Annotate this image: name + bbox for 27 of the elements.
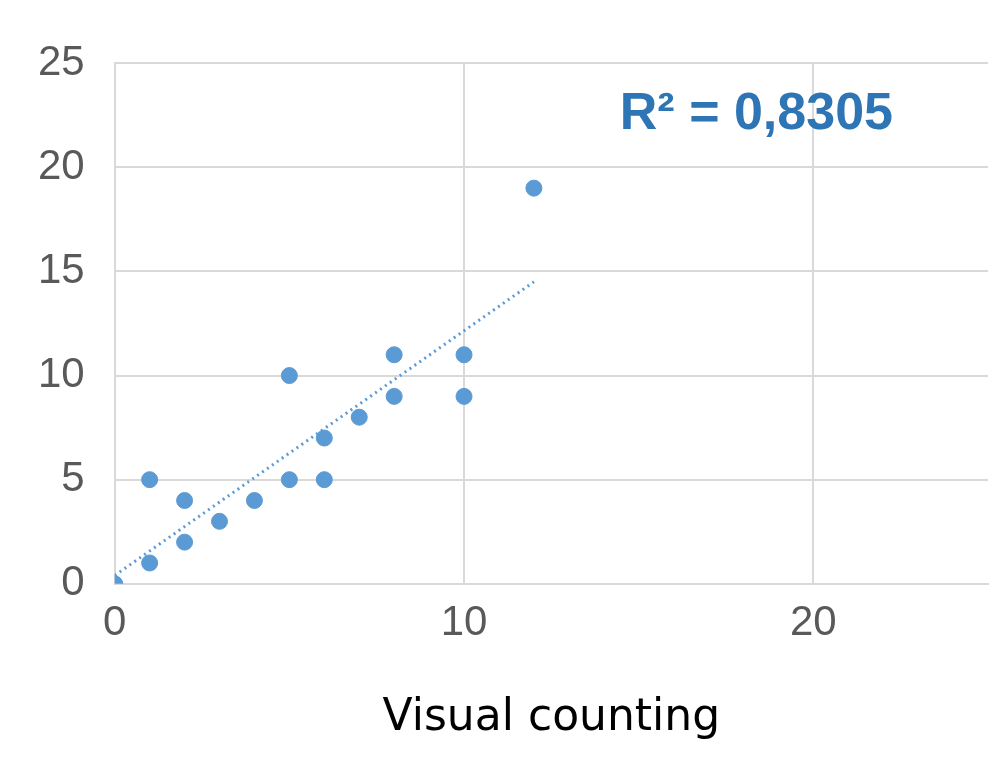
point <box>455 346 473 364</box>
point <box>525 179 543 197</box>
point <box>176 533 194 551</box>
point <box>141 471 159 489</box>
y-tick-label: 20 <box>38 140 85 188</box>
y-tick-label: 25 <box>38 36 85 84</box>
point <box>280 367 298 385</box>
y-tick-label: 0 <box>61 557 85 605</box>
annotation: R² = 0,8305 <box>619 81 893 140</box>
point <box>385 387 403 405</box>
point <box>176 492 194 509</box>
point <box>455 387 473 405</box>
point <box>315 429 333 447</box>
point <box>245 492 263 509</box>
y-tick-label: 15 <box>38 245 85 293</box>
point <box>350 408 368 426</box>
x-tick-label: 20 <box>789 596 837 644</box>
x-axis-title: Visual counting <box>382 689 721 741</box>
point <box>280 471 298 489</box>
point <box>141 554 159 572</box>
y-tick-label: 5 <box>61 453 85 501</box>
point <box>211 512 229 530</box>
x-tick-label: 10 <box>440 596 488 644</box>
point <box>315 471 333 489</box>
y-tick-label: 10 <box>38 349 85 397</box>
x-tick-label: 0 <box>103 596 127 644</box>
point <box>385 346 403 364</box>
